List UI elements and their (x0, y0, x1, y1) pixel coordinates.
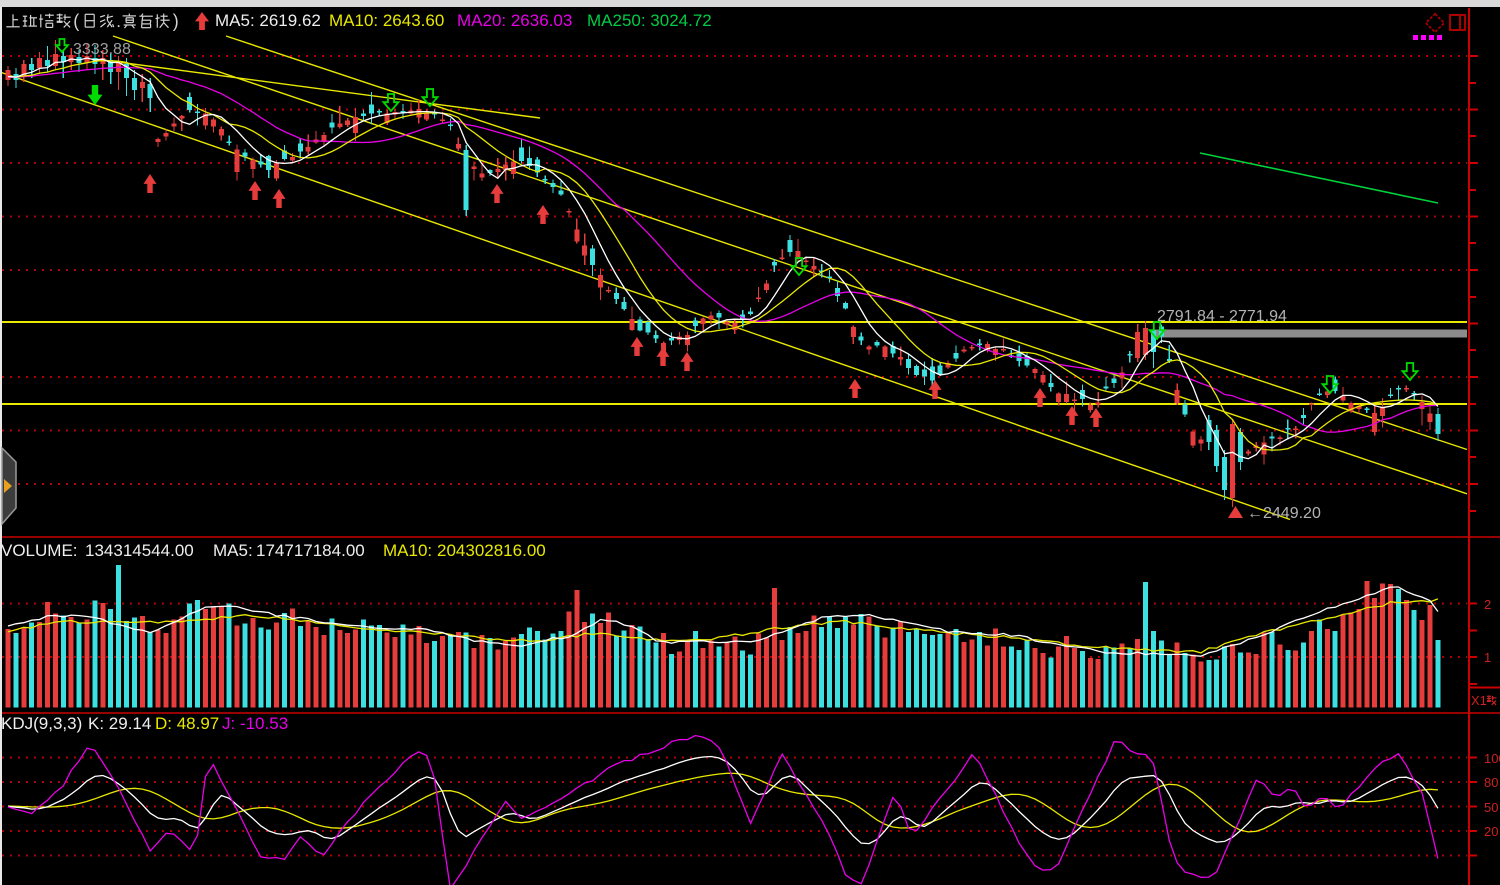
svg-text:80: 80 (1484, 775, 1498, 790)
svg-text:KDJ(9,3,3): KDJ(9,3,3) (1, 714, 82, 733)
svg-text:MA20: 2636.03: MA20: 2636.03 (457, 11, 572, 30)
svg-text:2791.84 - 2771.94: 2791.84 - 2771.94 (1157, 308, 1287, 325)
svg-text:MA10: 2643.60: MA10: 2643.60 (329, 11, 444, 30)
svg-text:100: 100 (1484, 751, 1500, 766)
svg-text:): ) (173, 11, 179, 31)
svg-text:(: ( (73, 11, 79, 31)
svg-text:D: 48.97: D: 48.97 (155, 714, 219, 733)
svg-text:204302816.00: 204302816.00 (437, 541, 546, 560)
svg-text:134314544.00: 134314544.00 (85, 541, 194, 560)
svg-text:.: . (116, 12, 121, 31)
svg-text:←2449.20: ←2449.20 (1247, 505, 1321, 522)
svg-text:VOLUME:: VOLUME: (1, 541, 78, 560)
svg-text:MA250: 3024.72: MA250: 3024.72 (587, 11, 712, 30)
svg-text:1: 1 (1484, 650, 1491, 665)
svg-text:174717184.00: 174717184.00 (256, 541, 365, 560)
svg-text:MA5:: MA5: (213, 541, 253, 560)
svg-text:MA10:: MA10: (383, 541, 432, 560)
svg-text:50: 50 (1484, 800, 1498, 815)
svg-text:K: 29.14: K: 29.14 (88, 714, 151, 733)
svg-text:MA5: 2619.62: MA5: 2619.62 (215, 11, 321, 30)
svg-text:20: 20 (1484, 824, 1498, 839)
svg-text:X1: X1 (1471, 693, 1487, 708)
svg-text:2: 2 (1484, 597, 1491, 612)
svg-text:J: -10.53: J: -10.53 (222, 714, 288, 733)
svg-text:3333.88: 3333.88 (73, 41, 131, 58)
